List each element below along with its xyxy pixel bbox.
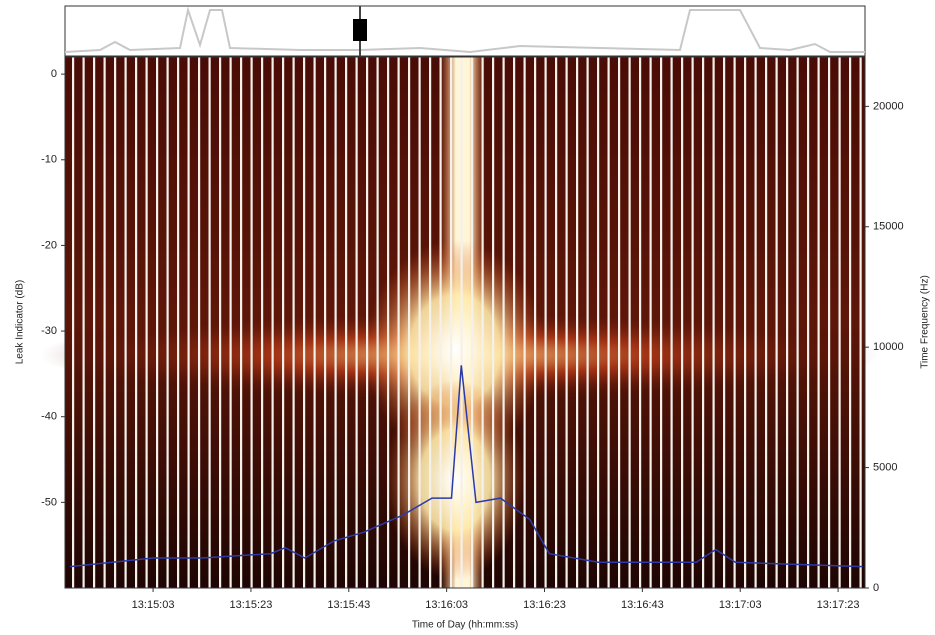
y-tick-label: -50 [41, 496, 57, 508]
y-tick-label: 0 [51, 68, 57, 80]
x-tick-label: 13:16:43 [621, 599, 664, 611]
leak-line [69, 365, 863, 568]
y-tick-label: -20 [41, 239, 57, 251]
spectrogram-stripes [65, 57, 865, 588]
x-tick-label: 13:17:03 [719, 599, 762, 611]
position-marker[interactable] [353, 19, 367, 41]
x-tick-label: 13:15:43 [327, 599, 370, 611]
y2-tick-label: 0 [873, 582, 879, 594]
y-tick-label: -10 [41, 154, 57, 166]
overview-trace [64, 6, 865, 54]
x-tick-label: 13:15:23 [230, 599, 273, 611]
y2-tick-label: 10000 [873, 341, 904, 353]
overview-panel [64, 5, 866, 57]
overview-frame [64, 5, 866, 57]
y-tick-label: -30 [41, 325, 57, 337]
y2-tick-label: 15000 [873, 221, 904, 233]
x-tick-label: 13:16:23 [523, 599, 566, 611]
y-axis-title: Leak Indicator (dB) [15, 280, 26, 365]
y2-axis-title: Time Frequency (Hz) [920, 275, 931, 369]
x-axis-title: Time of Day (hh:mm:ss) [412, 620, 518, 631]
y-tick-label: -40 [41, 411, 57, 423]
x-tick-label: 13:17:23 [817, 599, 860, 611]
plot-frame [64, 56, 866, 589]
x-tick-label: 13:15:03 [132, 599, 175, 611]
y2-tick-label: 20000 [873, 100, 904, 112]
spectrogram [40, 57, 880, 588]
y2-tick-label: 5000 [873, 461, 897, 473]
x-tick-label: 13:16:03 [425, 599, 468, 611]
